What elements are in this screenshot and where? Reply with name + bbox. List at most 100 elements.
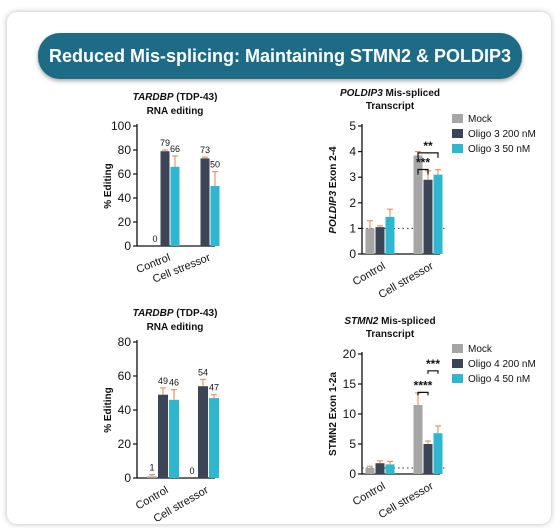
y-tick-label-60: 60 bbox=[118, 167, 132, 181]
tdp43-editing-chart-bottom: TARDBP (TDP-43) RNA editing 0 20 40 60 80 % Edi… bbox=[103, 308, 219, 525]
value-label-control-series-0: 1 bbox=[149, 463, 154, 473]
legend-swatch-mock bbox=[452, 114, 463, 123]
legend-swatch-mock bbox=[452, 344, 463, 353]
y-tick-label-2: 2 bbox=[349, 196, 356, 210]
significance-bracket bbox=[427, 370, 439, 374]
bar-control-series-1 bbox=[158, 394, 168, 478]
bar-control-series-1 bbox=[375, 463, 385, 474]
y-tick-label-100: 100 bbox=[111, 119, 131, 133]
value-label-cell-stressor-series-2: 50 bbox=[210, 160, 220, 170]
significance-stars: *** bbox=[416, 156, 430, 170]
y-tick-label-15: 15 bbox=[343, 377, 357, 391]
value-label-cell-stressor-series-1: 73 bbox=[200, 145, 210, 155]
value-label-control-series-2: 66 bbox=[170, 144, 180, 154]
y-tick-label-80: 80 bbox=[118, 143, 132, 157]
value-label-control-series-0: 0 bbox=[152, 234, 157, 244]
bar-control-series-1 bbox=[160, 151, 170, 246]
y-tick-label-0: 0 bbox=[124, 239, 131, 253]
y-axis-label-italic: POLDIP3 bbox=[328, 190, 339, 233]
title-banner: Reduced Mis-splicing: Maintaining STMN2 … bbox=[38, 33, 522, 79]
significance-bracket bbox=[417, 152, 439, 158]
y-tick-label-20: 20 bbox=[118, 215, 132, 229]
banner-title: Reduced Mis-splicing: Maintaining STMN2 … bbox=[48, 45, 512, 66]
bar-control-series-2 bbox=[385, 216, 395, 254]
bar-cell-stressor-series-0 bbox=[413, 155, 423, 254]
value-label-cell-stressor-series-0: 0 bbox=[189, 466, 194, 476]
significance-stars: *** bbox=[426, 357, 440, 371]
y-tick-label-40: 40 bbox=[118, 403, 132, 417]
significance-bracket bbox=[417, 168, 429, 175]
figure-card bbox=[7, 12, 551, 524]
y-tick-label-20: 20 bbox=[118, 437, 132, 451]
value-label-control-series-1: 49 bbox=[158, 376, 168, 386]
y-tick-label-4: 4 bbox=[349, 145, 356, 159]
legend-label-mock: Mock bbox=[468, 114, 493, 125]
legend-label-oligo-3-200-nm: Oligo 3 200 nM bbox=[468, 129, 536, 140]
y-tick-label-0: 0 bbox=[349, 247, 356, 261]
bar-control-series-0 bbox=[365, 468, 375, 474]
bar-control-series-1 bbox=[375, 227, 385, 254]
legend-swatch-oligo-4-200-nm bbox=[452, 359, 463, 368]
y-tick-label-0: 0 bbox=[349, 467, 356, 481]
y-axis-label: STMN2 Exon 1-2a bbox=[328, 372, 339, 456]
bar-control-series-2 bbox=[385, 464, 395, 474]
bar-cell-stressor-series-1 bbox=[423, 179, 433, 254]
bar-cell-stressor-series-1 bbox=[423, 444, 433, 474]
chart-title-italic: TARDBP bbox=[133, 308, 174, 319]
chart-title: POLDIP3 Mis-spliced bbox=[340, 88, 440, 99]
y-tick-label-5: 5 bbox=[349, 119, 356, 133]
y-tick-label-20: 20 bbox=[343, 347, 357, 361]
y-tick-label-3: 3 bbox=[349, 170, 356, 184]
chart-title: TARDBP (TDP-43) bbox=[133, 92, 218, 103]
category-label-control: Control bbox=[351, 480, 388, 508]
category-label-cell-stressor: Cell stressor bbox=[377, 260, 436, 301]
bar-cell-stressor-series-1 bbox=[200, 158, 210, 246]
bar-control-series-0 bbox=[147, 476, 157, 478]
y-axis-label: % Editing bbox=[103, 163, 114, 209]
bar-cell-stressor-series-2 bbox=[209, 398, 219, 478]
bar-control-series-2 bbox=[169, 399, 179, 478]
chart-title: STMN2 Mis-spliced bbox=[344, 316, 435, 327]
y-axis-label: POLDIP3 Exon 2-4 bbox=[328, 146, 339, 234]
bar-cell-stressor-series-0 bbox=[413, 405, 423, 474]
value-label-control-series-1: 79 bbox=[160, 138, 170, 148]
bar-control-series-0 bbox=[365, 228, 375, 254]
chart-subtitle: RNA editing bbox=[147, 322, 204, 333]
value-label-cell-stressor-series-2: 47 bbox=[209, 383, 219, 393]
chart-title: TARDBP (TDP-43) bbox=[133, 308, 218, 319]
y-axis-label-rest: Exon 2-4 bbox=[328, 146, 339, 191]
bar-cell-stressor-series-2 bbox=[433, 433, 443, 474]
chart-title-rest: (TDP-43) bbox=[174, 92, 218, 103]
legend-label-mock: Mock bbox=[468, 344, 493, 355]
legend-label-oligo-3-50-nm: Oligo 3 50 nM bbox=[468, 144, 530, 155]
value-label-cell-stressor-series-1: 54 bbox=[198, 367, 208, 377]
bar-control-series-2 bbox=[170, 166, 180, 246]
chart-title-rest: Mis-spliced bbox=[383, 88, 440, 99]
category-label-cell-stressor: Cell stressor bbox=[377, 480, 436, 521]
chart-subtitle: RNA editing bbox=[147, 106, 204, 117]
y-tick-label-10: 10 bbox=[343, 407, 357, 421]
legend-label-oligo-4-50-nm: Oligo 4 50 nM bbox=[468, 374, 530, 385]
y-tick-label-40: 40 bbox=[118, 191, 132, 205]
y-tick-label-60: 60 bbox=[118, 369, 132, 383]
legend-swatch-oligo-3-50-nm bbox=[452, 144, 463, 153]
bar-cell-stressor-series-2 bbox=[433, 174, 443, 254]
significance-stars: **** bbox=[414, 378, 433, 392]
y-tick-label-5: 5 bbox=[349, 437, 356, 451]
chart-subtitle: Transcript bbox=[366, 329, 415, 340]
chart-title-italic: POLDIP3 bbox=[340, 88, 383, 99]
legend-label-oligo-4-200-nm: Oligo 4 200 nM bbox=[468, 359, 536, 370]
y-tick-label-0: 0 bbox=[124, 471, 131, 485]
value-label-control-series-2: 46 bbox=[169, 378, 179, 388]
poldip3-missplicing-chart: POLDIP3 Mis-spliced Transcript 0 1 2 3 4 5 POLDI… bbox=[328, 88, 536, 301]
bar-cell-stressor-series-2 bbox=[210, 186, 220, 246]
stmn2-missplicing-chart: STMN2 Mis-spliced Transcript 0 5 10 15 20 STMN2… bbox=[328, 316, 536, 521]
chart-title-rest: Mis-spliced bbox=[378, 316, 435, 327]
y-axis-label: % Editing bbox=[103, 387, 114, 433]
chart-title-italic: STMN2 bbox=[344, 316, 378, 327]
legend-swatch-oligo-3-200-nm bbox=[452, 129, 463, 138]
y-tick-label-80: 80 bbox=[118, 335, 132, 349]
category-label-control: Control bbox=[351, 260, 388, 288]
bar-cell-stressor-series-1 bbox=[198, 386, 208, 478]
legend-swatch-oligo-4-50-nm bbox=[452, 374, 463, 383]
